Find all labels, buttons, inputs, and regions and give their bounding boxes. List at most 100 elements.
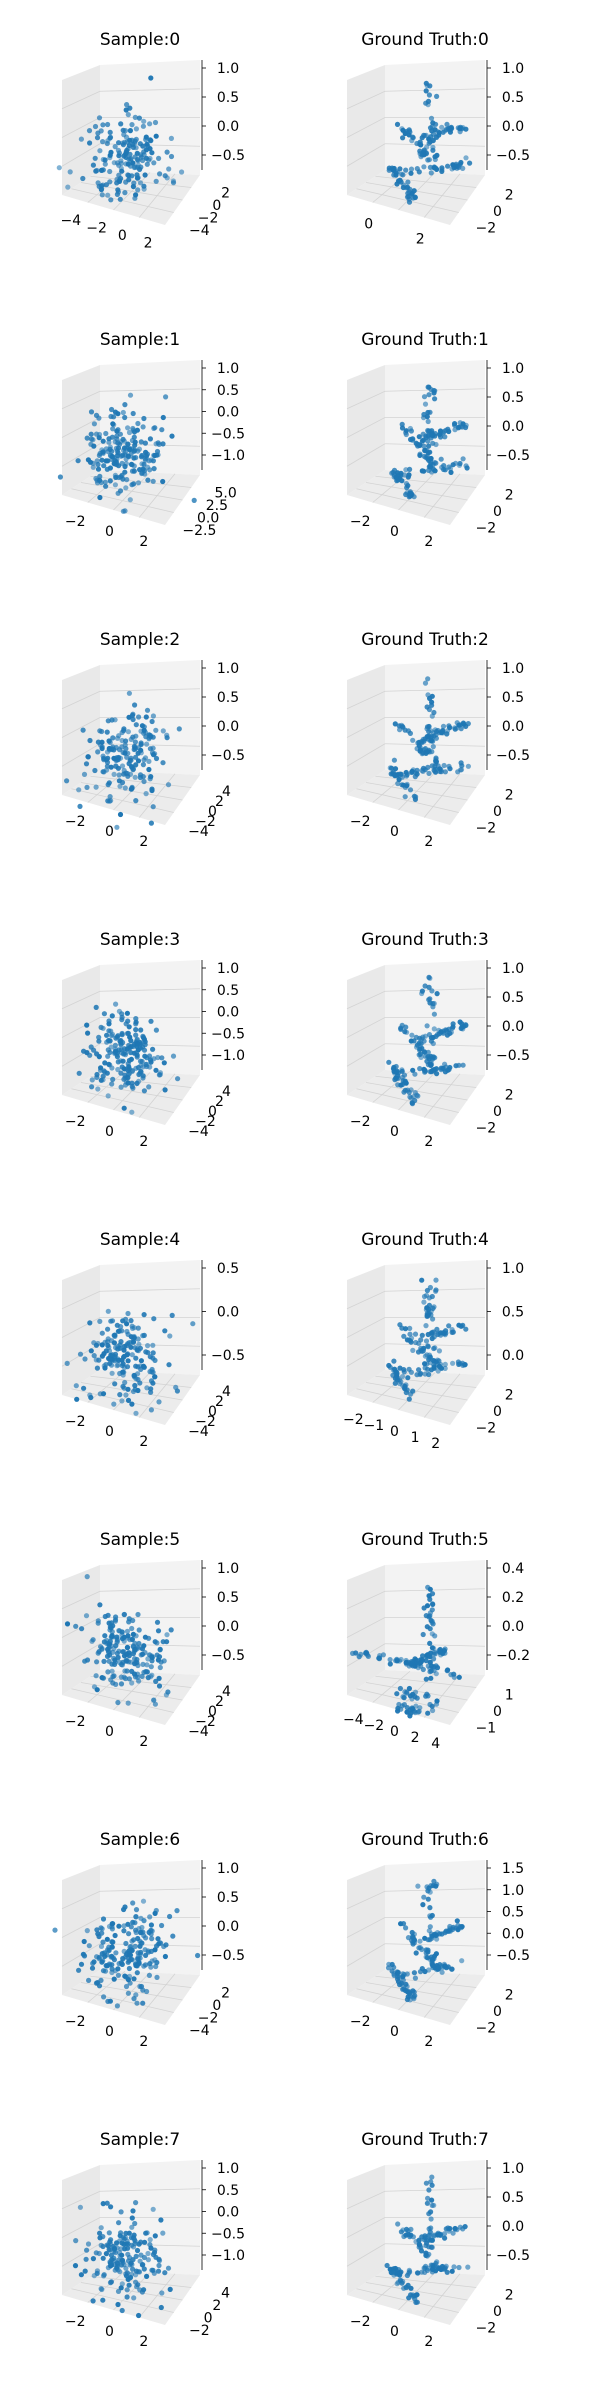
data-point xyxy=(419,1277,425,1283)
z-tick-label: −0.5 xyxy=(211,748,245,764)
data-point xyxy=(120,1318,126,1324)
grid-line xyxy=(61,743,101,767)
data-point xyxy=(149,1936,155,1942)
data-point xyxy=(433,758,439,764)
data-point xyxy=(156,155,162,161)
data-point xyxy=(427,1659,433,1665)
z-tick-label: 1.0 xyxy=(502,1883,524,1899)
data-point xyxy=(424,704,430,710)
data-point xyxy=(90,2256,96,2262)
data-point xyxy=(400,1977,406,1983)
data-point xyxy=(97,2230,103,2236)
data-point xyxy=(419,1332,425,1338)
grid-line xyxy=(346,2243,386,2267)
data-point xyxy=(423,2180,429,2186)
data-point xyxy=(421,394,428,400)
grid-line xyxy=(346,117,386,138)
data-point xyxy=(428,1035,434,1041)
data-point xyxy=(137,180,144,186)
data-point xyxy=(128,1956,134,1962)
data-point xyxy=(434,152,440,158)
data-point xyxy=(133,1907,140,1913)
z-tick-label: 0.5 xyxy=(217,690,239,706)
data-point xyxy=(118,121,124,127)
grid-line xyxy=(61,1643,101,1667)
data-point xyxy=(140,424,146,430)
data-point xyxy=(139,1651,146,1657)
data-point xyxy=(175,1076,181,1082)
data-point xyxy=(403,1925,409,1931)
data-point xyxy=(167,1333,173,1339)
data-point xyxy=(428,1060,434,1066)
data-point xyxy=(170,178,176,184)
data-point xyxy=(452,2226,458,2232)
data-point xyxy=(395,780,401,787)
subplot-title: Sample:1 xyxy=(100,330,180,350)
data-point xyxy=(165,2265,172,2271)
data-point xyxy=(412,1331,419,1337)
data-point xyxy=(162,1087,168,1093)
data-point xyxy=(132,1382,138,1389)
data-point xyxy=(150,1046,156,1052)
data-point xyxy=(147,121,153,127)
grid-line xyxy=(423,1973,461,2018)
data-point xyxy=(404,490,410,496)
grid-line xyxy=(423,473,461,518)
data-point xyxy=(423,88,429,94)
data-point xyxy=(153,1963,159,1970)
data-point xyxy=(139,1673,145,1679)
data-point xyxy=(397,1380,403,1387)
data-point xyxy=(444,121,450,127)
z-tick-label: 0.5 xyxy=(502,690,524,706)
data-point xyxy=(431,165,438,171)
data-point xyxy=(65,184,71,190)
data-point xyxy=(124,1364,131,1370)
data-point xyxy=(425,2195,431,2201)
data-point xyxy=(140,123,146,129)
data-point xyxy=(132,739,138,745)
data-point xyxy=(117,1392,123,1398)
data-point xyxy=(128,1318,134,1324)
grid-line xyxy=(346,1017,386,1038)
data-point xyxy=(422,447,428,454)
data-point xyxy=(142,440,148,446)
data-point xyxy=(109,1944,115,1950)
data-point xyxy=(123,1392,129,1398)
x-tick-label: −2 xyxy=(65,514,86,530)
data-point xyxy=(119,1017,125,1023)
data-point xyxy=(121,1611,127,1618)
data-point xyxy=(400,135,406,141)
data-point xyxy=(115,1966,121,1972)
data-point xyxy=(121,1353,127,1359)
subplot-title: Ground Truth:1 xyxy=(361,330,489,350)
data-point xyxy=(150,713,156,719)
data-point xyxy=(400,172,406,178)
x-tick-label: −2 xyxy=(364,1718,385,1734)
data-point xyxy=(94,458,100,464)
data-point xyxy=(94,1071,100,1078)
data-point xyxy=(150,1342,156,1348)
data-point xyxy=(142,755,149,761)
data-point xyxy=(80,727,86,733)
data-point xyxy=(101,1011,107,1017)
y-tick-label: 5.0 xyxy=(214,485,236,501)
z-tick-label: 0.5 xyxy=(502,1905,524,1921)
data-point xyxy=(153,1027,159,1033)
data-point xyxy=(112,482,118,488)
data-point xyxy=(401,182,407,188)
grid-line xyxy=(138,773,176,818)
data-point xyxy=(169,1312,175,1318)
data-point xyxy=(399,1074,405,1080)
data-point xyxy=(139,452,145,459)
x-tick-label: 2 xyxy=(139,2334,148,2350)
data-point xyxy=(413,770,419,776)
data-point xyxy=(410,2292,416,2298)
z-tick-label: 1.0 xyxy=(217,2161,239,2177)
data-point xyxy=(76,787,82,793)
data-point xyxy=(421,1894,427,1900)
data-point xyxy=(89,1965,96,1971)
data-point xyxy=(424,1884,430,1890)
data-point xyxy=(119,1629,125,1635)
data-point xyxy=(457,420,463,426)
